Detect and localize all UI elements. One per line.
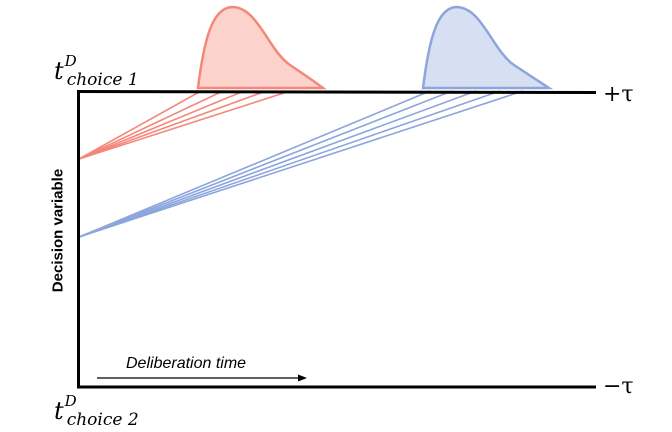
choice2-label: tDchoice 2 [54,392,139,430]
minus-tau-label: −τ [603,374,634,399]
y-axis-label: Decision variable [49,168,67,293]
red-trajectories [78,90,291,160]
blue-trajectory [78,90,524,238]
blue-trajectories [78,90,524,238]
red-distribution [196,5,327,90]
blue-trajectory [78,90,501,238]
blue-trajectory [78,90,477,238]
red-trajectory [78,90,291,160]
red-trajectory [78,90,224,160]
arrow-head-icon [298,374,307,382]
red-trajectory [78,90,245,160]
red-trajectory [78,90,202,160]
plus-tau-label: +τ [603,82,634,107]
blue-distribution [421,5,554,90]
upper-bound-line [76,90,597,94]
x-axis-label: Deliberation time [126,355,247,372]
red-trajectory [78,90,267,160]
choice1-label: tDchoice 1 [54,52,139,90]
blue-trajectory [78,90,431,238]
blue-trajectory [78,90,453,238]
